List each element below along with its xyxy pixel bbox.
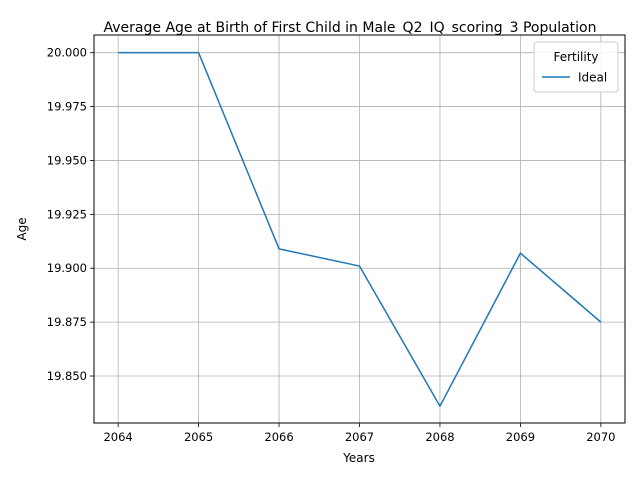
x-tick-label: 2067 xyxy=(345,430,374,444)
y-tick-label: 19.925 xyxy=(47,207,87,221)
x-tick-label: 2064 xyxy=(103,430,132,444)
x-tick-label: 2070 xyxy=(586,430,615,444)
legend-label-ideal: Ideal xyxy=(578,71,607,85)
chart-title: Average Age at Birth of First Child in M… xyxy=(104,20,597,36)
y-tick-label: 19.950 xyxy=(47,153,87,167)
y-axis-ticks: 19.850 19.875 19.900 19.925 19.950 19.975 20.0… xyxy=(47,46,94,383)
y-tick-label: 19.850 xyxy=(47,369,87,383)
legend-title: Fertility xyxy=(553,50,598,64)
y-tick-label: 19.975 xyxy=(47,100,87,114)
x-axis-label: Years xyxy=(342,451,375,465)
x-tick-label: 2069 xyxy=(506,430,535,444)
grid xyxy=(94,35,625,423)
y-tick-label: 19.875 xyxy=(47,315,87,329)
x-tick-label: 2068 xyxy=(425,430,454,444)
y-axis-label: Age xyxy=(15,217,29,240)
y-tick-label: 19.900 xyxy=(47,261,87,275)
legend: Fertility Ideal xyxy=(534,42,618,92)
x-tick-label: 2066 xyxy=(264,430,293,444)
y-tick-label: 20.000 xyxy=(47,46,87,60)
x-axis-ticks: 2064 2065 2066 2067 2068 2069 2070 xyxy=(103,423,615,444)
x-tick-label: 2065 xyxy=(184,430,213,444)
